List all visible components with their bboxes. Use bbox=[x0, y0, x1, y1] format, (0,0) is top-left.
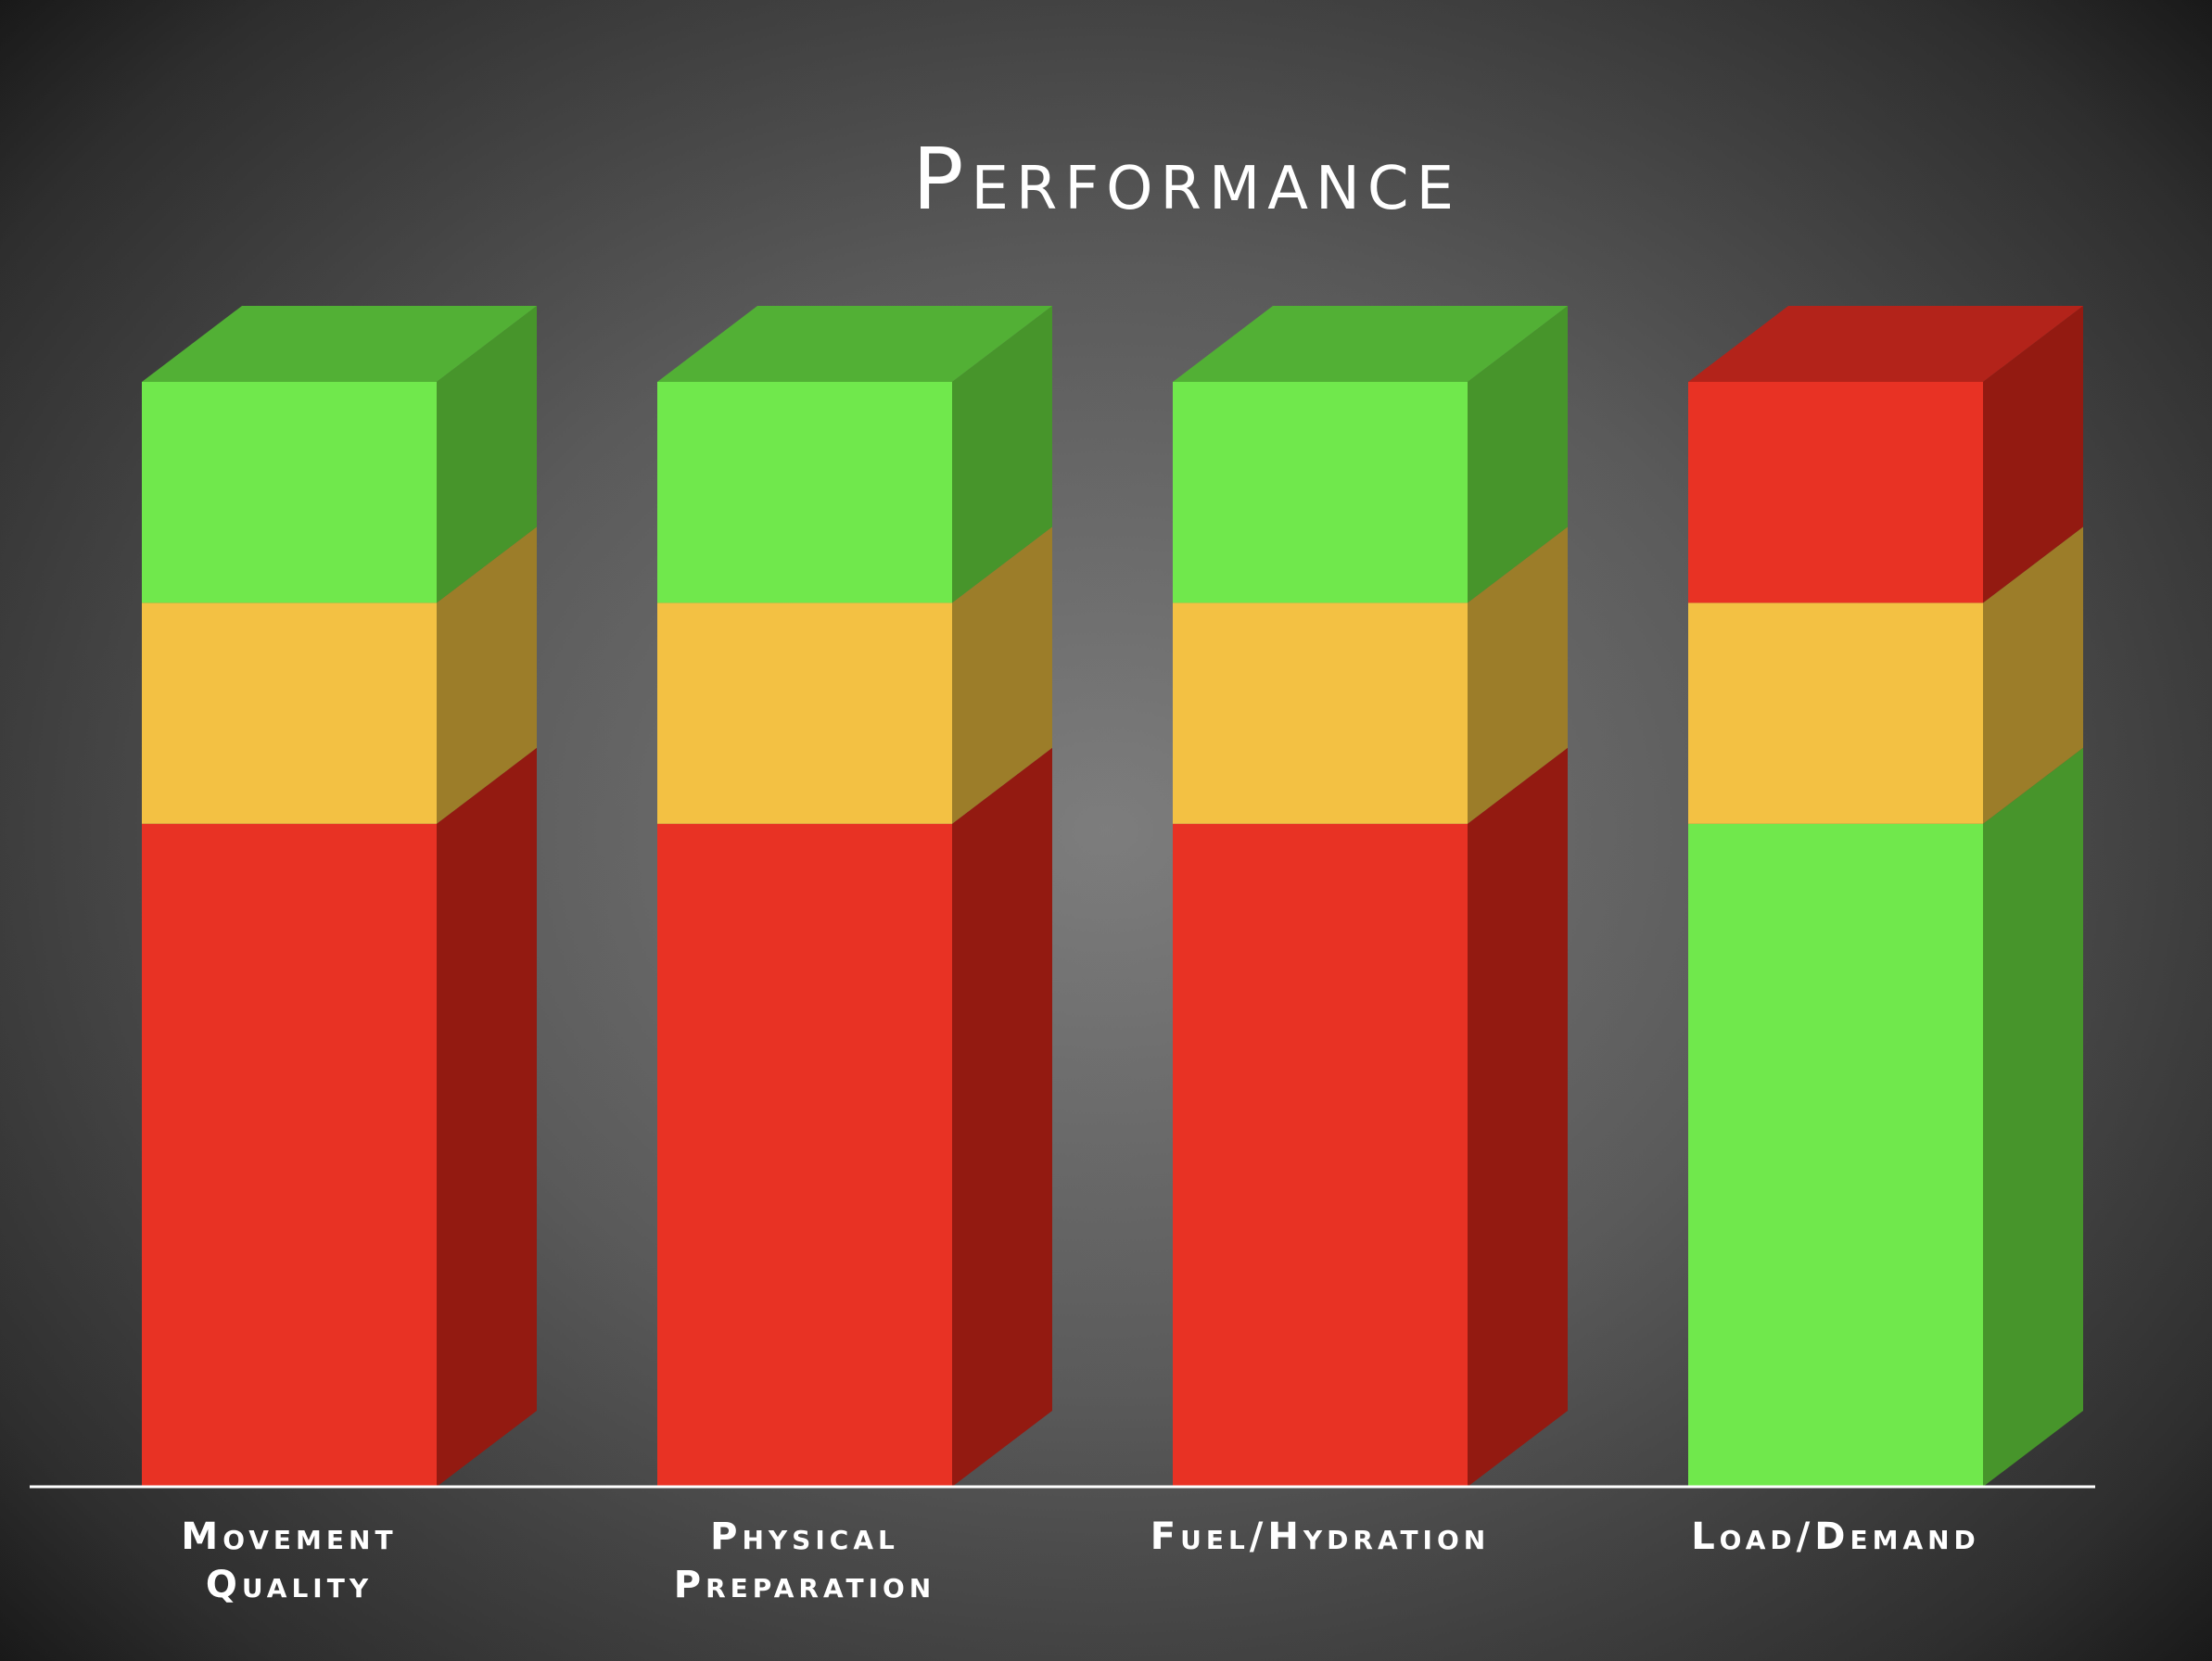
bar-3-segment-1-side bbox=[1468, 747, 1568, 1487]
bar-2-segment-3-front bbox=[657, 382, 952, 603]
bars-layer bbox=[142, 306, 2083, 1487]
bar-4-segment-3-front bbox=[1688, 382, 1983, 603]
bar-1-segment-3-side bbox=[437, 306, 537, 603]
bar-4-segment-1-side bbox=[1983, 747, 2083, 1487]
category-label-3: Fuel/Hydration bbox=[1150, 1515, 1491, 1558]
bar-1-segment-2-side bbox=[437, 526, 537, 824]
bar-2-segment-2-front bbox=[657, 602, 952, 824]
bar-2-segment-1-side bbox=[952, 747, 1052, 1487]
bar-3-top bbox=[1173, 306, 1568, 382]
bar-2-segment-1-front bbox=[657, 823, 952, 1487]
bar-1-segment-3-front bbox=[142, 382, 437, 603]
bar-1-segment-2-front bbox=[142, 602, 437, 824]
bar-3-segment-1-front bbox=[1173, 823, 1468, 1487]
bar-4-segment-1-front bbox=[1688, 823, 1983, 1487]
bar-3-segment-2-front bbox=[1173, 602, 1468, 824]
bar-1-segment-1-front bbox=[142, 823, 437, 1487]
bar-1-segment-1-side bbox=[437, 747, 537, 1487]
bar-4-segment-2-side bbox=[1983, 526, 2083, 824]
bar-2-segment-3-side bbox=[952, 306, 1052, 603]
bar-4 bbox=[1688, 306, 2083, 1487]
bar-3-segment-3-side bbox=[1468, 306, 1568, 603]
bar-3 bbox=[1173, 306, 1568, 1487]
bar-3-segment-3-front bbox=[1173, 382, 1468, 603]
bar-4-segment-2-front bbox=[1688, 602, 1983, 824]
bar-1 bbox=[142, 306, 537, 1487]
category-label-2: Physical Preparation bbox=[673, 1515, 936, 1606]
bar-2-top bbox=[657, 306, 1052, 382]
category-label-4: Load/Demand bbox=[1691, 1515, 1980, 1558]
bar-2 bbox=[657, 306, 1052, 1487]
chart-title: Performance bbox=[911, 130, 1462, 229]
bar-1-top bbox=[142, 306, 537, 382]
bar-4-top bbox=[1688, 306, 2083, 382]
bar-3-segment-2-side bbox=[1468, 526, 1568, 824]
category-label-1: Movement Quality bbox=[181, 1515, 398, 1606]
bar-2-segment-2-side bbox=[952, 526, 1052, 824]
bar-4-segment-3-side bbox=[1983, 306, 2083, 603]
